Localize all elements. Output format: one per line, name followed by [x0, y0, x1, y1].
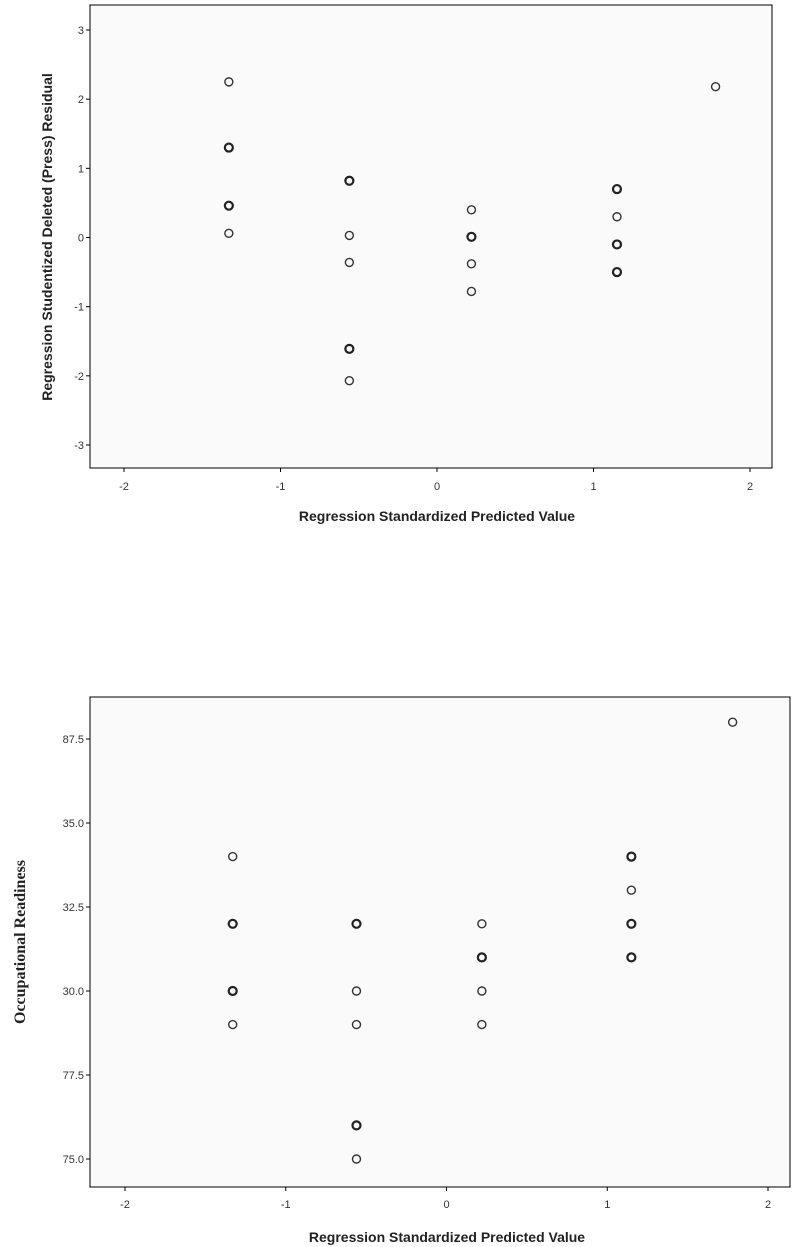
readiness-y-tick-label: 77.5 [63, 1070, 84, 1082]
readiness-points [227, 717, 738, 1164]
readiness-y-tick-label: 32.5 [63, 902, 84, 914]
readiness-x-tick-label: 0 [443, 1199, 449, 1211]
residual-data-point [710, 82, 721, 92]
residual-data-point [611, 266, 623, 278]
residual-data-point [224, 228, 234, 239]
readiness-y-tick-label: 30.0 [63, 986, 84, 998]
residual-data-point [466, 231, 477, 242]
readiness-x-tick-label: 2 [765, 1199, 771, 1211]
residual-data-point [344, 257, 355, 268]
readiness-data-point [477, 986, 487, 996]
readiness-scatter-chart: 75.0 77.5 30.0 32.5 35.0 87.5 -2 -1 0 1 2 Regress… [12, 696, 791, 1245]
residual-x-tick-label: -1 [276, 481, 286, 493]
readiness-data-point [351, 986, 362, 996]
residual-y-tick-label: -2 [74, 371, 84, 383]
residual-data-point [611, 239, 623, 250]
residual-data-point [466, 205, 477, 215]
readiness-x-axis-title: Regression Standardized Predicted Value [309, 1229, 585, 1245]
readiness-data-point [626, 851, 637, 862]
readiness-data-point [351, 918, 362, 929]
readiness-data-point [727, 717, 738, 727]
residual-data-point [466, 286, 477, 297]
readiness-data-point [351, 1019, 362, 1030]
readiness-x-tick-label: -1 [281, 1199, 291, 1211]
readiness-x-tick-label: 1 [604, 1199, 610, 1211]
residual-data-point [344, 230, 355, 241]
residual-data-point [344, 175, 355, 186]
residual-data-point [466, 259, 477, 269]
readiness-data-point [477, 919, 487, 929]
residual-x-tick-label: 2 [747, 481, 753, 493]
readiness-y-tick-label: 75.0 [63, 1154, 84, 1166]
readiness-data-point [626, 885, 637, 895]
readiness-data-point [626, 918, 637, 929]
readiness-data-point [626, 952, 637, 963]
residual-data-point [224, 77, 234, 87]
readiness-data-point [351, 1154, 362, 1164]
readiness-data-point [228, 851, 238, 862]
residual-scatter-chart: -3 -2 -1 0 1 2 3 -2 -1 0 1 2 Regression Standardiz… [39, 4, 773, 524]
residual-data-point [611, 183, 623, 195]
residual-data-point [344, 375, 355, 386]
residual-data-point [612, 212, 622, 222]
readiness-y-tick-label: 35.0 [63, 818, 84, 830]
residual-y-ticks: -3 -2 -1 0 1 2 3 [74, 25, 90, 452]
readiness-y-tick-label: 87.5 [63, 734, 84, 746]
residual-x-axis-title: Regression Standardized Predicted Value [299, 508, 575, 524]
readiness-x-tick-label: -2 [120, 1199, 130, 1211]
readiness-data-point [351, 1120, 362, 1131]
residual-y-tick-label: 1 [78, 163, 84, 175]
residual-data-point [223, 200, 234, 211]
residual-y-tick-label: 3 [78, 25, 84, 37]
residual-x-tick-label: 0 [434, 481, 440, 493]
readiness-data-point [476, 952, 487, 963]
residual-y-tick-label: 2 [78, 94, 84, 106]
residual-points [223, 77, 721, 386]
readiness-data-point [227, 918, 238, 929]
readiness-data-point [477, 1019, 487, 1030]
readiness-y-ticks: 75.0 77.5 30.0 32.5 35.0 87.5 [63, 734, 90, 1166]
residual-data-point [223, 142, 234, 153]
residual-x-tick-label: -2 [119, 481, 129, 493]
readiness-x-ticks: -2 -1 0 1 2 [120, 1187, 771, 1211]
residual-plot-area [89, 4, 773, 469]
residual-y-tick-label: 0 [78, 233, 84, 245]
residual-x-ticks: -2 -1 0 1 2 [119, 468, 753, 493]
readiness-plot-area [89, 696, 791, 1188]
residual-y-tick-label: -1 [74, 302, 84, 314]
readiness-y-axis-title: Occupational Readiness [12, 860, 29, 1024]
residual-y-axis-title: Regression Studentized Deleted (Press) R… [39, 73, 55, 401]
readiness-data-point [228, 1019, 238, 1030]
residual-x-tick-label: 1 [590, 481, 596, 493]
residual-y-tick-label: -3 [74, 440, 84, 452]
residual-data-point [344, 343, 355, 354]
readiness-data-point [227, 985, 238, 997]
